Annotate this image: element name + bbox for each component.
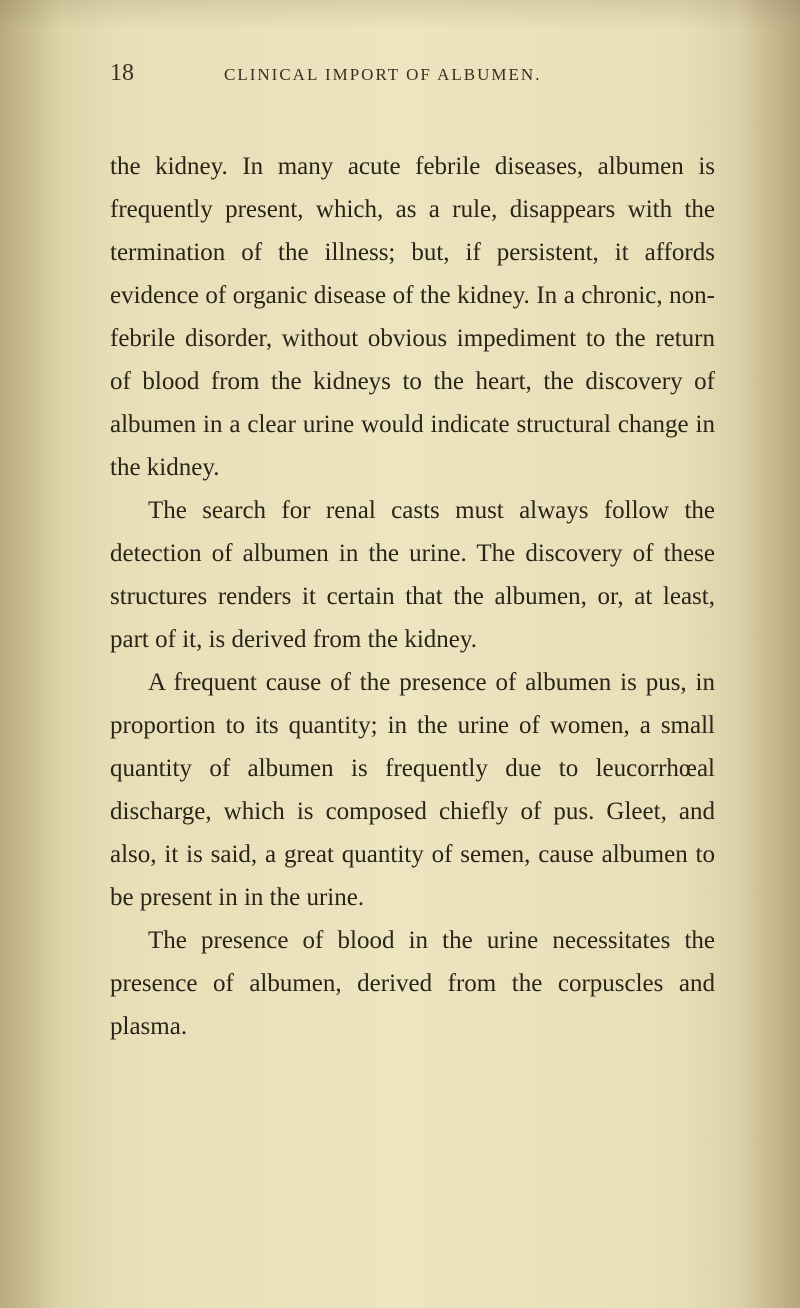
paragraph: The presence of blood in the urine neces… <box>110 919 715 1048</box>
running-title: CLINICAL IMPORT OF ALBUMEN. <box>224 65 541 85</box>
page-number: 18 <box>110 60 134 87</box>
paragraph: The search for renal casts must always f… <box>110 489 715 661</box>
body-text: the kidney. In many acute febrile diseas… <box>110 145 715 1048</box>
page-header: 18 CLINICAL IMPORT OF ALBUMEN. <box>110 60 715 87</box>
paragraph: the kidney. In many acute febrile diseas… <box>110 145 715 489</box>
book-page: 18 CLINICAL IMPORT OF ALBUMEN. the kidne… <box>0 0 800 1108</box>
paragraph: A frequent cause of the presence of albu… <box>110 661 715 919</box>
